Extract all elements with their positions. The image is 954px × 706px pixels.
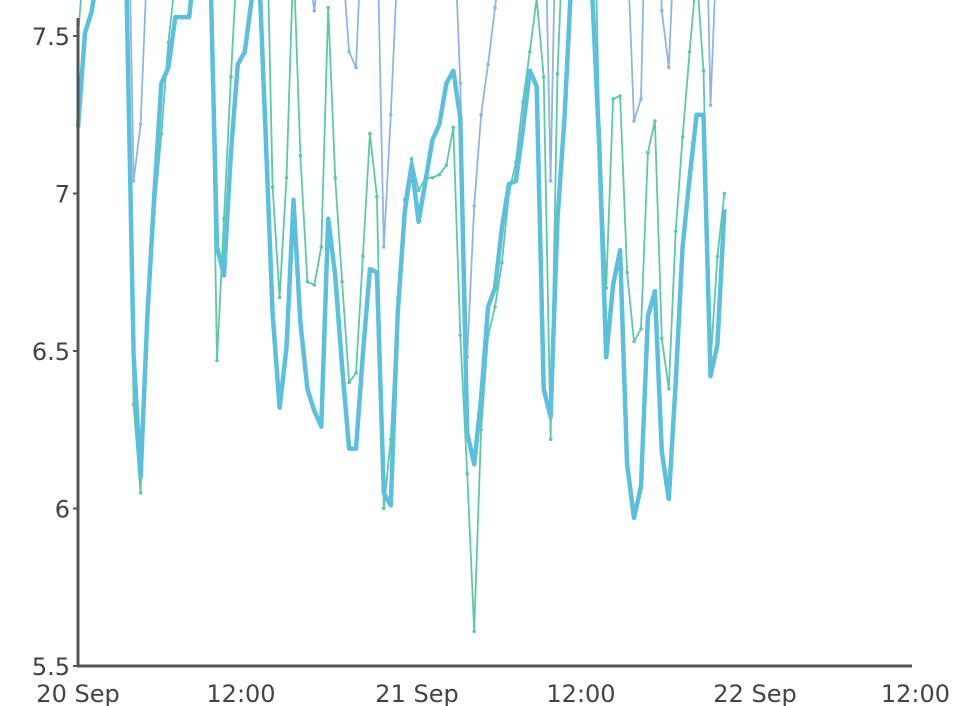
series-1-point [312, 283, 317, 287]
series-1-point [625, 270, 629, 275]
series-0-point [389, 113, 393, 117]
series-1-point [646, 150, 650, 155]
series-1-point [611, 97, 615, 101]
series-1-point [722, 191, 727, 196]
series-1-point [444, 163, 449, 167]
series-1-point [541, 75, 546, 79]
series-1-point [319, 245, 324, 249]
series-0-point [131, 179, 136, 183]
series-1-point [305, 279, 310, 284]
series-1-point [368, 131, 372, 136]
series-1-point [166, 40, 171, 45]
series-0-point [493, 5, 497, 10]
series-1-point [416, 188, 421, 193]
series-1-point [548, 437, 553, 442]
series-1-point [347, 380, 351, 385]
series-1-point [437, 172, 442, 177]
series-0-point [347, 50, 351, 54]
series-1-point [340, 279, 344, 284]
series-0-point [472, 204, 477, 208]
series-1-point [701, 68, 706, 73]
y-tick-label: 7 [55, 181, 70, 209]
series-1-point [660, 336, 664, 341]
series-2-line [75, 0, 727, 521]
series-1-point [333, 176, 338, 180]
series-1-point [284, 176, 289, 180]
y-tick-label: 7.5 [32, 23, 70, 51]
x-tick-label: 20 Sep [36, 680, 119, 706]
series-1-point [639, 327, 643, 331]
x-tick-label: 22 Sep [713, 680, 796, 706]
series-1-point [277, 295, 282, 300]
series-1-point [409, 157, 414, 161]
series-0-point [479, 113, 483, 117]
series-1-point [354, 371, 358, 375]
series-1-point [653, 119, 657, 123]
series-1-point [430, 176, 435, 180]
series-0-point [458, 81, 463, 86]
series-1-point [555, 72, 560, 76]
series-1-point [375, 194, 379, 199]
x-tick-label: 12:00 [881, 680, 950, 706]
series-2 [75, 0, 727, 521]
series-1 [76, 0, 727, 634]
series-1-point [382, 506, 386, 511]
series-1-point [632, 339, 636, 344]
series-1-point [270, 185, 275, 189]
series-1-point [451, 125, 456, 130]
series-1-point [500, 261, 504, 265]
y-tick-label: 6.5 [32, 338, 70, 366]
series-layer [75, 0, 727, 634]
series-0-point [486, 62, 490, 67]
series-0 [129, 0, 716, 360]
series-1-point [521, 100, 525, 104]
series-0-point [639, 97, 643, 101]
series-0-point [382, 245, 386, 249]
x-tick-label: 12:00 [206, 680, 275, 706]
series-1-point [361, 254, 365, 259]
series-1-point [687, 50, 692, 54]
series-0-point [548, 179, 553, 183]
series-1-line [77, 0, 726, 633]
series-1-point [715, 254, 720, 259]
series-1-point [229, 75, 233, 79]
series-1-point [138, 491, 143, 495]
series-0-point [312, 9, 317, 13]
series-1-point [479, 428, 483, 432]
series-1-point [298, 153, 303, 158]
series-0-point [667, 65, 671, 70]
series-1-point [680, 135, 685, 139]
series-1-point [215, 358, 219, 363]
series-1-point [458, 333, 463, 338]
series-0-point [138, 122, 143, 126]
series-0-point [632, 119, 636, 123]
series-0-point [660, 9, 664, 13]
y-tick-label: 6 [55, 496, 70, 524]
series-1-point [472, 629, 477, 634]
series-0-line [129, 0, 716, 359]
series-1-point [673, 229, 678, 234]
series-1-point [667, 387, 671, 391]
series-1-point [618, 94, 622, 98]
series-1-point [493, 305, 497, 309]
series-0-point [708, 103, 713, 108]
y-tick-label: 5.5 [32, 653, 70, 681]
x-tick-label: 21 Sep [375, 680, 458, 706]
series-0-point [354, 65, 358, 70]
series-1-point [326, 5, 331, 10]
axes-layer [76, 18, 912, 668]
series-1-point [528, 50, 532, 54]
x-tick-label: 12:00 [546, 680, 615, 706]
series-1-point [465, 472, 470, 476]
